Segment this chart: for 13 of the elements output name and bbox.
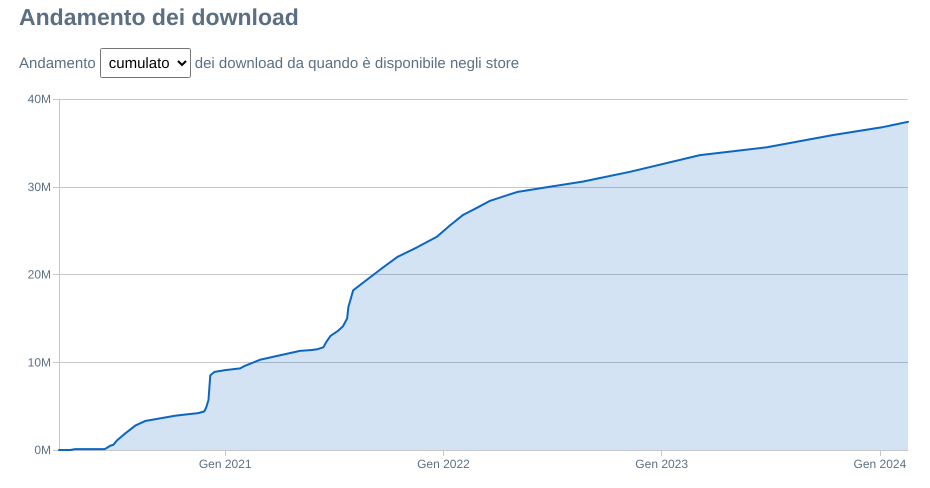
chart-title: Andamento dei download — [19, 4, 299, 31]
y-tick-label: 10M — [28, 355, 52, 370]
y-tick-label: 40M — [28, 92, 52, 106]
dropdown-select: cumulato — [100, 48, 191, 78]
x-tick-label: Gen 2023 — [635, 457, 688, 471]
y-tick-label: 30M — [28, 180, 52, 194]
x-tick-label: Gen 2024 — [854, 457, 907, 471]
text: Andamento — [19, 54, 96, 72]
x-tick-label: Gen 2021 — [198, 457, 252, 471]
text: dei download da quando è disponibile negli store — [194, 54, 520, 72]
x-tick-label: Gen 2022 — [417, 457, 470, 471]
y-tick-label: 0M — [34, 443, 51, 457]
y-tick-label: 20M — [28, 268, 52, 282]
